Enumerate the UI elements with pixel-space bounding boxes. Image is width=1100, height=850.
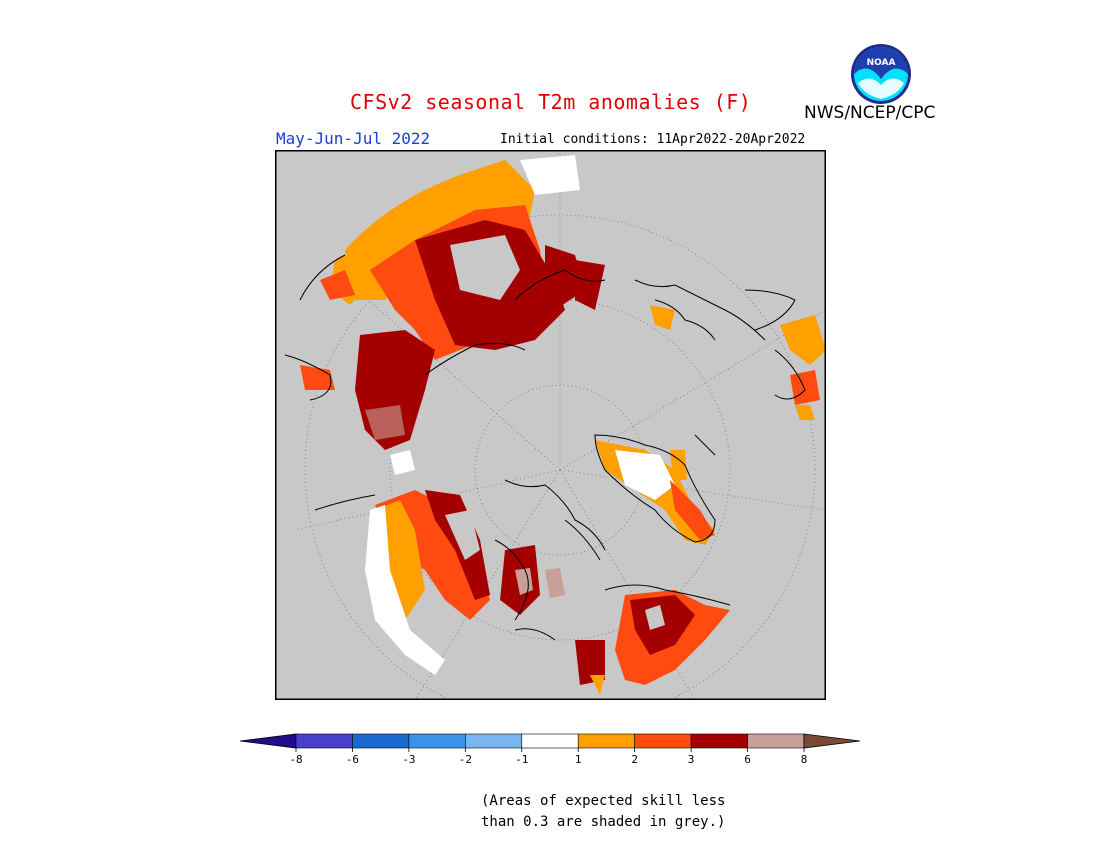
colorbar-tick-label: -6 — [346, 753, 359, 766]
colorbar-tick-label: -2 — [459, 753, 472, 766]
colorbar-arrow-low — [239, 733, 297, 749]
anomaly-greenland — [595, 440, 715, 545]
colorbar-box — [408, 733, 466, 749]
skill-note-line-2: than 0.3 are shaded in grey.) — [481, 814, 726, 830]
colorbar-box — [521, 733, 579, 749]
colorbar-tick-label: -1 — [515, 753, 528, 766]
colorbar-ticks: -8 -6 -3 -2 -1 1 2 3 6 8 — [289, 748, 807, 766]
colorbar: -8 -6 -3 -2 -1 1 2 3 6 8 — [239, 733, 861, 766]
anomaly-europe — [300, 330, 435, 475]
colorbar-tick-label: -8 — [289, 753, 302, 766]
polar-anomaly-map — [275, 150, 826, 700]
colorbar-tick-label: 6 — [744, 753, 751, 766]
skill-note: (Areas of expected skill less than 0.3 a… — [481, 791, 725, 833]
noaa-logo: NOAA — [851, 44, 911, 104]
colorbar-box — [634, 733, 692, 749]
anomaly-scandinavia — [615, 590, 730, 685]
agency-label: NWS/NCEP/CPC — [804, 103, 936, 123]
colorbar-box — [747, 733, 805, 749]
colorbar-tick-label: 3 — [688, 753, 695, 766]
anomaly-asia — [320, 155, 605, 360]
colorbar-arrow-high — [803, 733, 861, 749]
colorbar-box — [352, 733, 410, 749]
skill-note-line-1: (Areas of expected skill less — [481, 793, 726, 809]
initial-conditions-label: Initial conditions: 11Apr2022-20Apr2022 — [500, 132, 806, 147]
colorbar-tick-label: 2 — [631, 753, 638, 766]
colorbar-box — [465, 733, 523, 749]
anomaly-east — [650, 305, 826, 420]
season-label: May-Jun-Jul 2022 — [276, 129, 431, 148]
chart-title: CFSv2 seasonal T2m anomalies (F) — [350, 90, 752, 114]
noaa-logo-text: NOAA — [867, 58, 896, 68]
anomaly-north-america — [365, 490, 605, 695]
colorbar-segments — [239, 733, 861, 749]
colorbar-box — [577, 733, 635, 749]
colorbar-tick-label: 8 — [801, 753, 808, 766]
coastlines — [284, 254, 806, 641]
colorbar-box — [690, 733, 748, 749]
colorbar-tick-label: -3 — [402, 753, 415, 766]
colorbar-box — [295, 733, 353, 749]
colorbar-tick-label: 1 — [575, 753, 582, 766]
